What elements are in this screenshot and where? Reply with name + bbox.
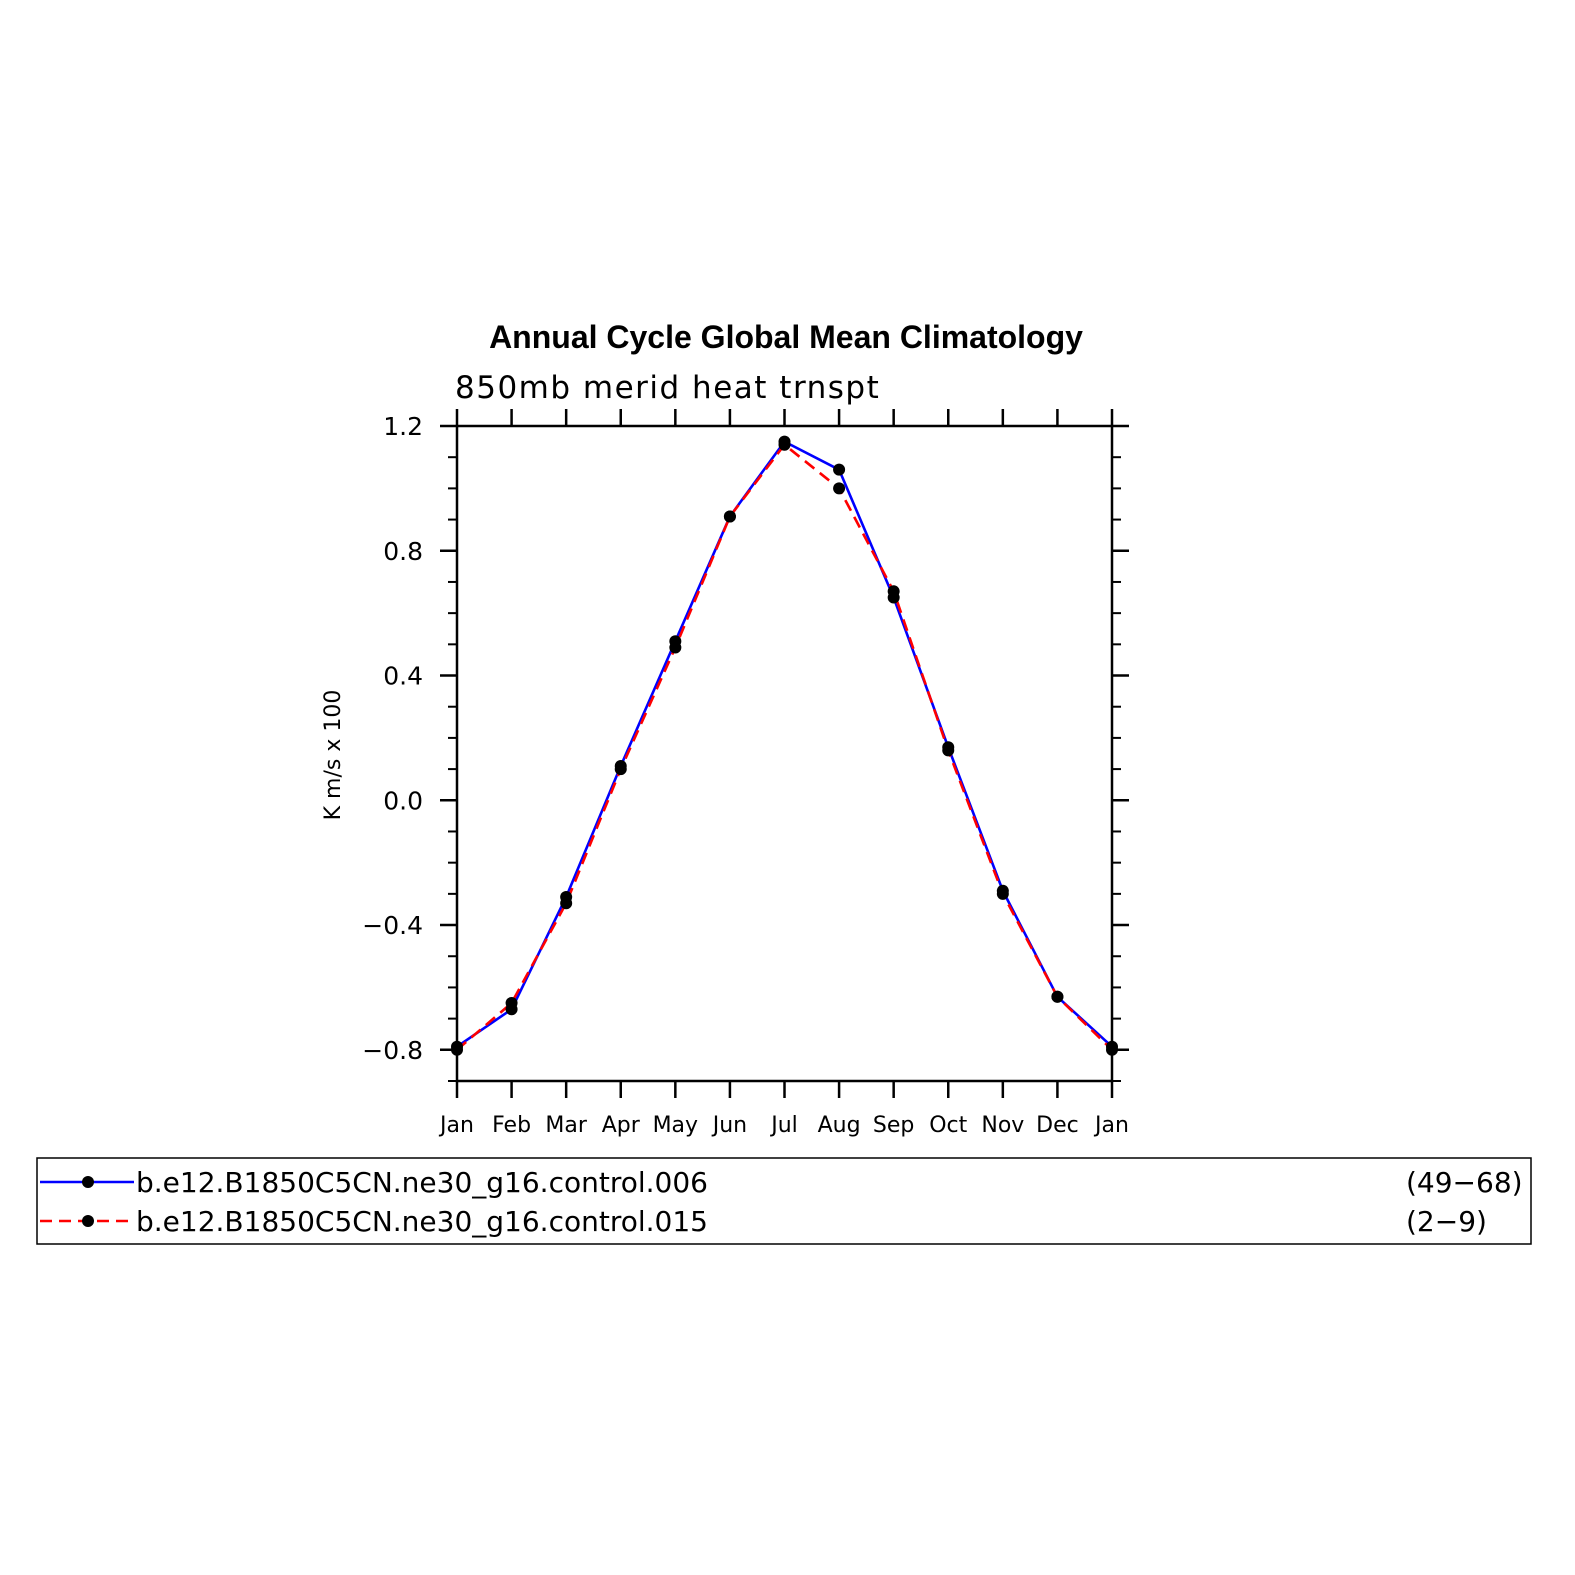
y-tick-label: 0.8 [383,537,423,566]
y-tick-label: 1.2 [383,412,423,441]
series-2-point [1051,990,1064,1003]
x-tick-label: Dec [1036,1113,1079,1138]
series-2-point [887,585,900,598]
x-tick-label: Jan [1093,1113,1129,1138]
series-2-point [1106,1043,1118,1056]
legend-swatch-marker [82,1176,94,1188]
chart-subtitle: 850mb merid heat trnspt [455,370,880,406]
x-tick-label: Sep [873,1113,914,1138]
x-tick-label: Jun [711,1113,747,1138]
x-tick-label: Jan [438,1113,474,1138]
series-1-point [833,463,846,476]
series-2-point [833,482,846,495]
y-tick-label: 0.0 [383,786,423,815]
x-tick-label: Oct [929,1113,967,1138]
x-tick-label: Nov [981,1113,1024,1138]
legend-series-name: b.e12.B1850C5CN.ne30_g16.control.006 [136,1166,708,1199]
series-2-point [614,763,627,776]
x-tick-label: May [653,1113,698,1138]
y-tick-label: 0.4 [383,662,423,691]
series-2-point [942,744,955,757]
series-2-point [996,887,1009,900]
legend-swatch-marker [82,1215,94,1227]
y-tick-label: −0.8 [362,1036,423,1065]
series-2-point [778,438,791,451]
series-2-point [723,510,736,523]
plot-area: Jan Feb Mar Apr May Jun Jul Aug Sep Oct Nov Dec Jan −… [362,409,1129,1138]
x-tick-label: Mar [545,1113,587,1138]
legend-box [36,1157,1532,1245]
legend: b.e12.B1850C5CN.ne30_g16.control.006 (49−… [36,1157,1532,1245]
x-tick-label: Aug [818,1113,861,1138]
x-tick-label: Apr [602,1113,641,1138]
series-2-point [451,1043,463,1056]
series-line-2 [456,443,1113,1051]
series-2-point [560,897,573,910]
legend-series-years: (49−68) [1406,1166,1523,1199]
x-tick-label: Feb [492,1113,531,1138]
x-tick-label: Jul [769,1113,798,1138]
y-tick-label: −0.4 [362,911,423,940]
series-2-point [669,641,682,654]
y-axis-label: K m/s x 100 [321,690,346,821]
legend-series-name: b.e12.B1850C5CN.ne30_g16.control.015 [136,1205,708,1238]
legend-series-years: (2−9) [1406,1205,1487,1238]
series-line-1 [456,440,1113,1048]
chart-title: Annual Cycle Global Mean Climatology [489,319,1083,355]
series-2-point [505,997,518,1010]
plot-frame [455,424,1114,1083]
